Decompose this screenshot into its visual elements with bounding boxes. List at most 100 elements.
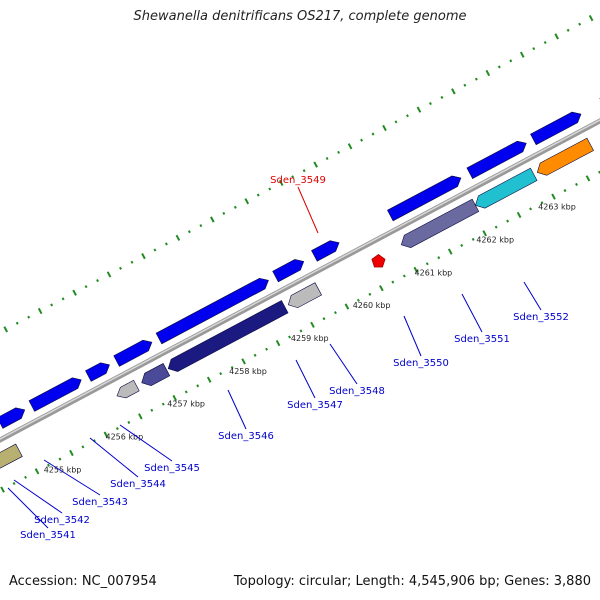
label-connector-sden_3545 — [119, 424, 173, 462]
gene-sden_3552 — [536, 137, 594, 176]
gene-sden_3542 — [0, 407, 26, 429]
gene-features — [0, 97, 600, 469]
inner-tick — [288, 335, 291, 339]
inner-tick — [138, 413, 143, 420]
kbp-tick-label: 4263 kbp — [538, 203, 576, 212]
outer-tick — [37, 307, 43, 315]
inner-tick — [172, 394, 178, 402]
gene-label-sden_3550[interactable]: Sden_3550 — [393, 358, 449, 369]
inner-tick — [196, 384, 200, 388]
gene-label-sden_3541[interactable]: Sden_3541 — [20, 530, 76, 541]
outer-tick — [210, 216, 215, 223]
genome-summary: Topology: circular; Length: 4,545,906 bp… — [233, 574, 591, 589]
outer-tick — [554, 33, 559, 40]
outer-tick — [164, 242, 168, 246]
gene-sden_3546 — [167, 300, 289, 372]
inner-tick — [69, 449, 74, 457]
outer-tick — [291, 175, 295, 179]
inner-tick — [81, 445, 85, 449]
gene-label-sden_3542[interactable]: Sden_3542 — [34, 515, 90, 526]
label-connector-sden_3542 — [13, 479, 63, 514]
gene-label-sden_3551[interactable]: Sden_3551 — [454, 334, 510, 345]
outer-tick — [72, 289, 77, 296]
gene-label-sden_3552[interactable]: Sden_3552 — [513, 312, 569, 323]
gene-labels: Sden_3541 Sden_3542 Sden_3543 Sden_3544 Sden… — [7, 175, 569, 541]
inner-tick — [540, 201, 544, 205]
kbp-labels: 4255 kbp 4256 kbp 4257 kbp 4258 kbp 4259 kbp… — [44, 170, 600, 475]
inner-tick — [344, 303, 350, 310]
outer-tick — [50, 303, 54, 307]
label-connector-sden_3549 — [297, 186, 319, 234]
kbp-tick-label: 4259 kbp — [291, 334, 329, 343]
outer-tick — [313, 161, 318, 168]
outer-tick — [474, 77, 478, 81]
gene-label-sden_3546[interactable]: Sden_3546 — [218, 431, 274, 442]
outer-tick — [382, 124, 387, 132]
gene-label-sden_3547[interactable]: Sden_3547 — [287, 400, 343, 411]
inner-tick — [241, 358, 246, 365]
gene-sden_3541 — [0, 443, 23, 469]
inner-tick — [334, 311, 337, 315]
inner-tick — [563, 189, 567, 193]
inner-tick — [0, 486, 5, 493]
inner-tick — [219, 372, 223, 376]
outer-tick — [175, 234, 181, 241]
inner-tick — [356, 298, 360, 302]
outer-tick — [428, 102, 432, 106]
gene-label-sden_3549[interactable]: Sden_3549 — [270, 175, 326, 186]
inner-tick — [551, 193, 556, 200]
inner-tick — [402, 274, 406, 278]
inner-tick — [47, 463, 50, 467]
inner-tick — [310, 321, 315, 328]
outer-tick — [588, 14, 594, 22]
inner-tick — [447, 248, 453, 255]
outer-tick — [509, 59, 513, 63]
outer-tick-ring — [3, 14, 594, 333]
gene-label-sden_3543[interactable]: Sden_3543 — [72, 497, 128, 508]
gene-sden_3544 — [85, 362, 110, 382]
gene-sden_3543 — [28, 377, 82, 412]
outer-tick — [141, 253, 146, 260]
outer-tick — [96, 279, 100, 283]
genome-backbone — [0, 118, 600, 443]
gene-label-sden_3545[interactable]: Sden_3545 — [144, 463, 200, 474]
outer-tick — [278, 179, 284, 187]
gene-sden_3552-fwd — [530, 111, 582, 146]
outer-tick — [119, 266, 122, 270]
gene-sden_3547r — [287, 282, 323, 309]
gene-label-sden_3544[interactable]: Sden_3544 — [110, 479, 166, 490]
gene-sden_3551 — [475, 167, 538, 209]
kbp-tick-label: 4256 kbp — [106, 433, 144, 442]
gene-sden_3545 — [116, 379, 140, 399]
gene-sden_3551-fwd — [466, 140, 527, 179]
outer-tick — [130, 260, 134, 264]
inner-tick — [425, 262, 429, 266]
outer-tick — [337, 150, 341, 154]
inner-tick — [368, 292, 372, 296]
inner-tick — [437, 256, 441, 260]
gene-sden_3549-marker — [371, 254, 386, 268]
outer-tick — [61, 297, 65, 301]
label-connector-sden_3546 — [227, 389, 247, 430]
inner-tick — [230, 365, 234, 370]
map-title: Shewanella denitrificans OS217, complete… — [133, 9, 467, 24]
inner-tick — [275, 339, 281, 347]
label-connector-sden_3547 — [295, 359, 316, 399]
accession-label: Accession: NC_007954 — [9, 574, 157, 589]
outer-tick — [451, 88, 456, 95]
inner-tick — [482, 230, 487, 237]
outer-tick — [84, 285, 88, 289]
outer-tick — [233, 205, 237, 209]
outer-tick — [187, 230, 191, 234]
inner-tick — [265, 347, 269, 351]
outer-tick — [244, 198, 250, 205]
outer-tick — [519, 51, 525, 58]
outer-tick — [15, 321, 19, 325]
outer-tick — [153, 248, 157, 252]
inner-tick — [391, 280, 395, 284]
gene-label-sden_3548[interactable]: Sden_3548 — [329, 386, 385, 397]
outer-tick — [532, 47, 536, 51]
inner-tick — [575, 182, 578, 186]
inner-tick — [103, 431, 109, 438]
gene-sden_3550 — [400, 198, 480, 248]
